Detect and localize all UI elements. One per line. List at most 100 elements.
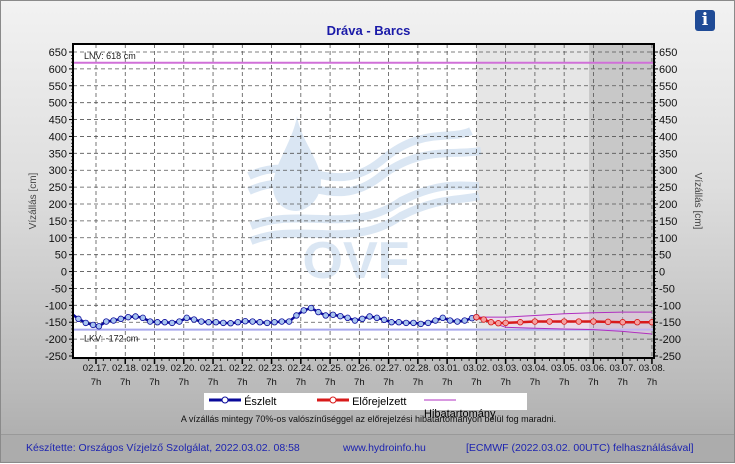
svg-text:7h: 7h (559, 377, 570, 388)
lnv-label: LNV: 618 cm (84, 51, 136, 61)
svg-text:-200: -200 (659, 334, 681, 346)
svg-text:7h: 7h (91, 377, 102, 388)
series-layer (72, 304, 656, 335)
svg-text:03.05.: 03.05. (551, 363, 577, 374)
error-band-line-icon (424, 399, 456, 401)
svg-text:550: 550 (49, 81, 67, 93)
svg-text:-200: -200 (45, 334, 67, 346)
svg-text:450: 450 (49, 115, 67, 127)
svg-text:-50: -50 (659, 283, 675, 295)
svg-text:02.28.: 02.28. (405, 363, 431, 374)
svg-text:7h: 7h (149, 377, 160, 388)
svg-text:OVF: OVF (303, 232, 410, 290)
legend-forecast-label: Előrejelzett (352, 396, 407, 408)
legend: Észlelt Előrejelzett Hibatartomány (204, 393, 527, 420)
svg-text:7h: 7h (296, 377, 307, 388)
svg-text:-100: -100 (659, 300, 681, 312)
error-band-upper (476, 311, 652, 318)
svg-text:7h: 7h (208, 377, 219, 388)
svg-text:03.08.: 03.08. (639, 363, 665, 374)
svg-text:7h: 7h (383, 377, 394, 388)
legend-forecast: Előrejelzett (317, 395, 406, 408)
svg-text:7h: 7h (178, 377, 189, 388)
svg-text:-50: -50 (51, 283, 67, 295)
svg-text:03.03.: 03.03. (492, 363, 518, 374)
svg-text:450: 450 (659, 115, 677, 127)
right-axis-label: Vízállás [cm] (692, 173, 703, 230)
svg-text:02.26.: 02.26. (346, 363, 372, 374)
observed-line-icon (209, 396, 241, 404)
left-axis-label: Vízállás [cm] (28, 172, 39, 229)
plot-background (73, 44, 654, 358)
footer-source: [ECMWF (2022.03.02. 00UTC) felhasználásá… (466, 442, 694, 454)
legend-error-band: Hibatartomány (424, 395, 527, 420)
probability-note: A vízállás mintegy 70%-os valószínűségge… (180, 414, 557, 424)
svg-text:0: 0 (61, 267, 67, 279)
svg-text:650: 650 (49, 47, 67, 59)
chart-title: Dráva - Barcs (326, 23, 411, 38)
footer: Készítette: Országos Vízjelző Szolgálat,… (1, 434, 734, 461)
svg-text:-100: -100 (45, 300, 67, 312)
forecast-line-icon (317, 396, 349, 404)
svg-text:03.07.: 03.07. (609, 363, 635, 374)
svg-text:7h: 7h (413, 377, 424, 388)
svg-text:600: 600 (49, 64, 67, 76)
footer-website-link[interactable]: www.hydroinfo.hu (343, 442, 426, 454)
svg-text:600: 600 (659, 64, 677, 76)
svg-text:7h: 7h (471, 377, 482, 388)
svg-text:02.20.: 02.20. (171, 363, 197, 374)
svg-text:150: 150 (49, 216, 67, 228)
svg-text:100: 100 (49, 233, 67, 245)
svg-text:300: 300 (659, 165, 677, 177)
svg-text:7h: 7h (530, 377, 541, 388)
legend-observed: Észlelt (209, 395, 276, 408)
svg-text:7h: 7h (647, 377, 658, 388)
svg-text:02.18.: 02.18. (112, 363, 138, 374)
svg-text:02.27.: 02.27. (375, 363, 401, 374)
svg-text:7h: 7h (266, 377, 277, 388)
svg-text:7h: 7h (325, 377, 336, 388)
svg-text:02.17.: 02.17. (83, 363, 109, 374)
svg-text:250: 250 (659, 182, 677, 194)
svg-text:03.04.: 03.04. (522, 363, 548, 374)
svg-text:03.06.: 03.06. (580, 363, 606, 374)
svg-text:7h: 7h (617, 377, 628, 388)
svg-text:50: 50 (55, 250, 67, 262)
svg-text:250: 250 (49, 182, 67, 194)
svg-text:500: 500 (49, 98, 67, 110)
svg-text:200: 200 (49, 199, 67, 211)
footer-author: Készítette: Országos Vízjelző Szolgálat,… (26, 442, 300, 454)
svg-text:7h: 7h (588, 377, 599, 388)
lkv-label: LKV: -172 cm (84, 334, 138, 344)
svg-text:400: 400 (49, 131, 67, 143)
svg-text:7h: 7h (120, 377, 131, 388)
svg-text:500: 500 (659, 98, 677, 110)
svg-text:7h: 7h (237, 377, 248, 388)
info-icon[interactable]: i (695, 10, 715, 31)
svg-text:02.23.: 02.23. (258, 363, 284, 374)
svg-text:-250: -250 (45, 351, 67, 363)
svg-text:02.19.: 02.19. (141, 363, 167, 374)
svg-text:400: 400 (659, 131, 677, 143)
svg-text:-150: -150 (659, 317, 681, 329)
reference-lines: LNV: 618 cm LKV: -172 cm (73, 51, 654, 344)
svg-text:0: 0 (659, 267, 665, 279)
svg-text:50: 50 (659, 250, 671, 262)
svg-text:650: 650 (659, 47, 677, 59)
svg-text:350: 350 (49, 148, 67, 160)
svg-text:150: 150 (659, 216, 677, 228)
legend-observed-label: Észlelt (244, 396, 277, 408)
svg-text:03.02.: 03.02. (463, 363, 489, 374)
svg-text:-150: -150 (45, 317, 67, 329)
svg-text:-250: -250 (659, 351, 681, 363)
svg-text:02.25.: 02.25. (317, 363, 343, 374)
svg-text:300: 300 (49, 165, 67, 177)
svg-text:7h: 7h (442, 377, 453, 388)
svg-text:100: 100 (659, 233, 677, 245)
svg-text:350: 350 (659, 148, 677, 160)
svg-text:200: 200 (659, 199, 677, 211)
svg-text:7h: 7h (354, 377, 365, 388)
